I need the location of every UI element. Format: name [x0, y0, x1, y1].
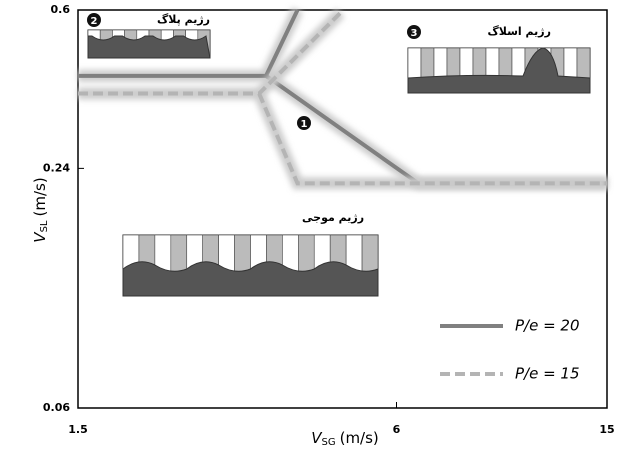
x-tick-label: 1.5 — [68, 423, 88, 436]
x-tick-label: 6 — [393, 423, 401, 436]
regime-marker-number: 2 — [91, 16, 98, 27]
inset-liquid — [88, 36, 210, 58]
regime-label: رژیم اسلاگ — [487, 24, 550, 38]
chart: VSL(m/s) VSG(m/s) 1.5 6 15 0.06 0.24 0.6 P/e =… — [0, 0, 624, 454]
y-tick-label: 0.06 — [43, 401, 70, 414]
y-tick-label: 0.24 — [43, 161, 70, 174]
legend-label: P/e = 20 — [515, 317, 580, 335]
regime-marker-number: 3 — [411, 28, 418, 39]
regime-marker-number: 1 — [301, 119, 308, 130]
y-axis-label: VSL(m/s) — [31, 177, 51, 242]
regime-label: رژیم پلاگ — [157, 12, 210, 26]
x-axis-label: VSG(m/s) — [311, 429, 379, 449]
x-tick-label: 15 — [599, 423, 614, 436]
legend-label: P/e = 15 — [515, 365, 580, 383]
regime-label: رژیم موجی — [302, 211, 364, 224]
y-tick-label: 0.6 — [51, 3, 71, 16]
